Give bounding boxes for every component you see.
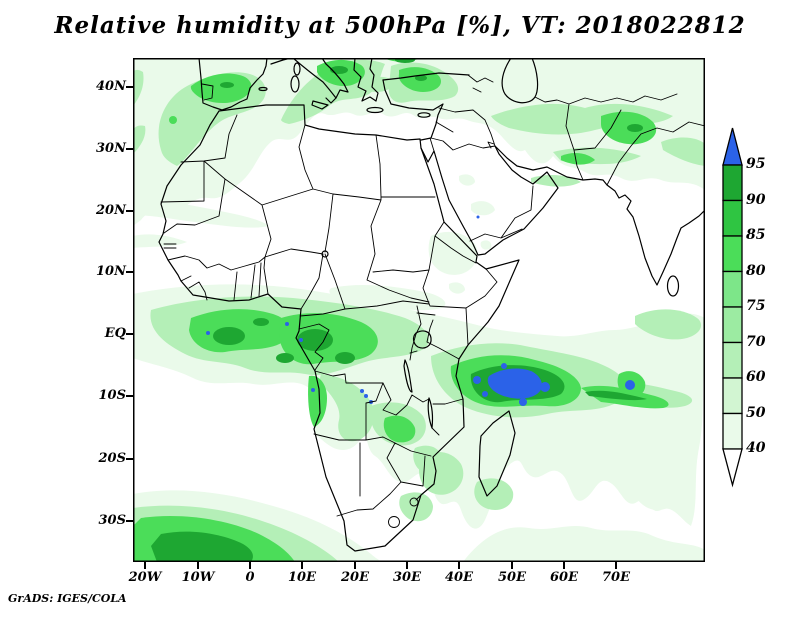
x-tick <box>197 562 199 569</box>
x-tick <box>615 562 617 569</box>
x-tick <box>301 562 303 569</box>
coastlines <box>158 58 705 552</box>
y-tick-label: 30S <box>98 513 126 528</box>
colorbar-svg <box>722 127 743 488</box>
y-tick <box>126 86 133 88</box>
map-frame <box>133 58 705 562</box>
humidity-fill-over-95 <box>206 215 635 406</box>
y-tick-label: 10S <box>98 388 126 403</box>
colorbar-label: 60 <box>746 369 766 385</box>
x-tick-label: 10W <box>181 570 215 585</box>
x-tick-label: 70E <box>602 570 630 585</box>
x-tick <box>354 562 356 569</box>
map-plot-area <box>133 58 705 562</box>
colorbar-label: 40 <box>746 440 766 456</box>
y-tick <box>126 148 133 150</box>
y-tick-label: 20S <box>98 451 126 466</box>
humidity-map <box>133 58 705 562</box>
colorbar <box>713 120 798 492</box>
colorbar-label: 80 <box>746 263 766 279</box>
y-tick <box>126 333 133 335</box>
x-tick <box>249 562 251 569</box>
colorbar-label: 95 <box>746 156 766 172</box>
colorbar-cells <box>722 127 743 488</box>
x-tick-label: 30E <box>393 570 421 585</box>
y-tick <box>126 520 133 522</box>
y-tick <box>126 271 133 273</box>
x-tick <box>563 562 565 569</box>
y-tick-label: EQ <box>104 326 126 341</box>
y-tick-label: 20N <box>96 203 126 218</box>
x-tick-label: 20W <box>128 570 162 585</box>
y-tick <box>126 395 133 397</box>
colorbar-label: 70 <box>746 334 766 350</box>
x-tick-label: 0 <box>245 570 255 585</box>
x-tick <box>144 562 146 569</box>
colorbar-label: 75 <box>746 298 766 314</box>
x-tick <box>511 562 513 569</box>
y-tick <box>126 210 133 212</box>
country-borders <box>160 74 705 528</box>
x-tick-label: 40E <box>445 570 473 585</box>
y-tick-label: 40N <box>96 79 126 94</box>
x-tick-label: 10E <box>288 570 316 585</box>
plot-title: Relative humidity at 500hPa [%], VT: 201… <box>54 12 746 39</box>
x-tick-label: 60E <box>550 570 578 585</box>
y-tick-label: 30N <box>96 141 126 156</box>
colorbar-label: 85 <box>746 227 766 243</box>
y-tick <box>126 458 133 460</box>
x-tick <box>458 562 460 569</box>
grads-attribution: GrADS: IGES/COLA <box>8 592 127 605</box>
x-tick-label: 50E <box>498 570 526 585</box>
x-tick-label: 20E <box>341 570 369 585</box>
colorbar-label: 50 <box>746 405 766 421</box>
colorbar-label: 90 <box>746 192 766 208</box>
x-tick <box>406 562 408 569</box>
y-tick-label: 10N <box>96 264 126 279</box>
